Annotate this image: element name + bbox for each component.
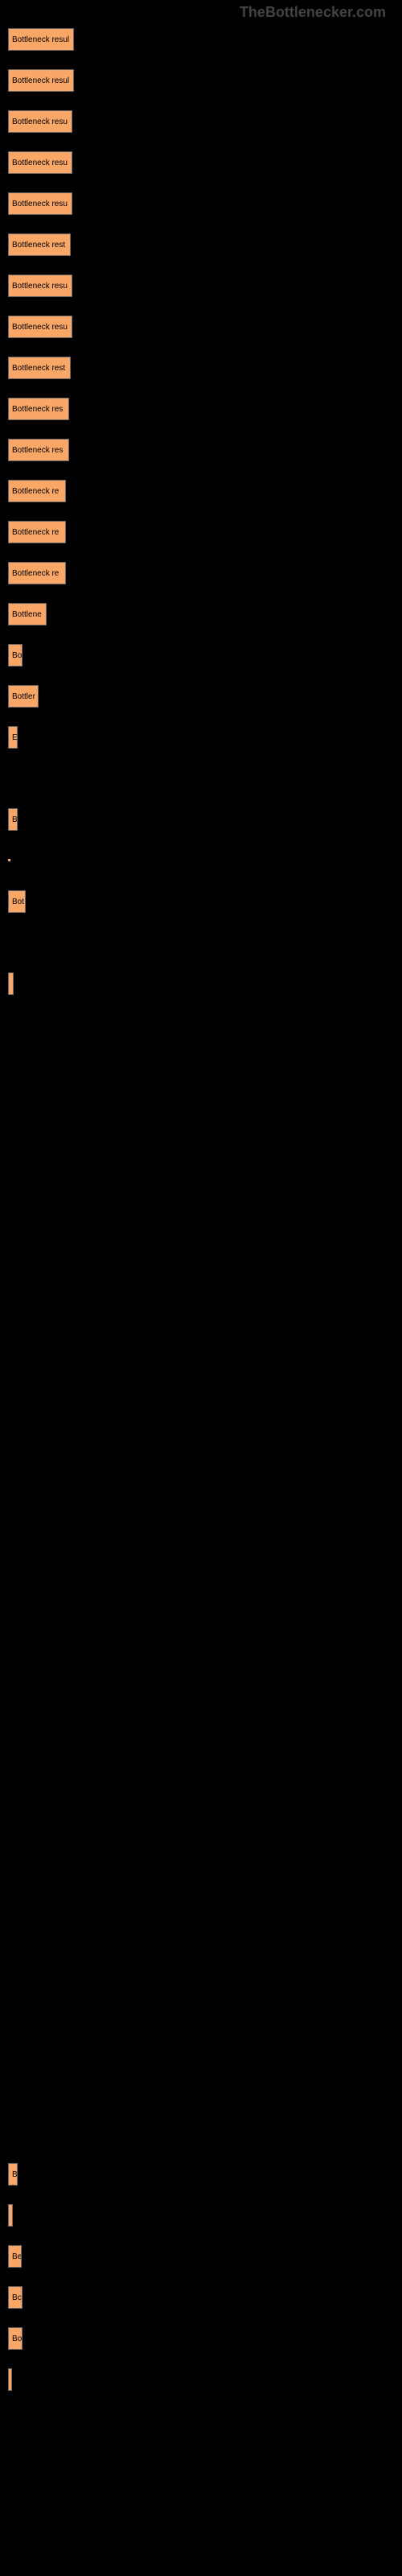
chart-bar: Bottleneck resul	[8, 28, 74, 51]
chart-bar	[8, 2368, 12, 2391]
bar-row	[8, 1342, 402, 1365]
chart-bar: Bottlene	[8, 603, 47, 625]
bar-row: Bottlene	[8, 603, 402, 626]
chart-bar: E	[8, 726, 18, 749]
chart-bar	[8, 2204, 13, 2227]
bar-row	[8, 2122, 402, 2145]
chart-bar: Be	[8, 2245, 22, 2268]
bar-row: Bottleneck resul	[8, 69, 402, 93]
bar-row: E	[8, 726, 402, 749]
chart-bar: Bottleneck resu	[8, 151, 72, 174]
bar-row: Bottleneck res	[8, 398, 402, 421]
bar-row: Bot	[8, 890, 402, 914]
chart-bar: Bottleneck resu	[8, 192, 72, 215]
chart-container: Bottleneck resul Bottleneck resul Bottlene…	[0, 0, 402, 2392]
bar-row	[8, 1999, 402, 2022]
bar-row	[8, 2204, 402, 2227]
bar-row: Bottleneck resu	[8, 151, 402, 175]
bar-row	[8, 1260, 402, 1283]
bar-row	[8, 1178, 402, 1201]
bar-row: Bo	[8, 644, 402, 667]
chart-bar: B	[8, 808, 18, 831]
bar-row	[8, 2081, 402, 2104]
bar-row	[8, 972, 402, 996]
bar-row	[8, 1547, 402, 1571]
bar-row	[8, 2368, 402, 2392]
bar-row	[8, 1629, 402, 1653]
bar-row	[8, 1917, 402, 1940]
bar-row: Be	[8, 2245, 402, 2268]
chart-bar: Bottleneck rest	[8, 233, 71, 256]
bar-row	[8, 1876, 402, 1899]
bar-row	[8, 767, 402, 791]
bar-row: Bo	[8, 2327, 402, 2351]
bar-row	[8, 849, 402, 873]
bar-row: B	[8, 2163, 402, 2186]
bar-row	[8, 1711, 402, 1735]
bar-row	[8, 1752, 402, 1776]
chart-bar: Bo	[8, 2327, 23, 2350]
chart-bar: Bottleneck re	[8, 480, 66, 502]
chart-dot	[8, 859, 10, 861]
bar-row	[8, 1670, 402, 1694]
bar-row: Bottler	[8, 685, 402, 708]
bar-row	[8, 1794, 402, 1817]
bar-row	[8, 1096, 402, 1119]
chart-bar: Bottleneck resu	[8, 316, 72, 338]
bar-row	[8, 1301, 402, 1324]
bar-row	[8, 931, 402, 955]
chart-bar: Bot	[8, 890, 26, 913]
bar-row	[8, 2040, 402, 2063]
bar-row: Bottleneck rest	[8, 233, 402, 257]
bar-row: B	[8, 808, 402, 832]
chart-bar: Bottleneck rest	[8, 357, 71, 379]
bar-row: Bottleneck re	[8, 521, 402, 544]
chart-bar: Bottler	[8, 685, 39, 708]
bar-row: Bc	[8, 2286, 402, 2310]
bar-row	[8, 1137, 402, 1160]
bar-row: Bottleneck resul	[8, 28, 402, 52]
chart-bar	[8, 972, 14, 995]
chart-bar: Bc	[8, 2286, 23, 2309]
bar-row	[8, 1013, 402, 1037]
bar-row: Bottleneck resu	[8, 110, 402, 134]
chart-bar: Bottleneck resu	[8, 110, 72, 133]
bar-row: Bottleneck rest	[8, 357, 402, 380]
chart-bar: Bottleneck re	[8, 521, 66, 543]
bar-row: Bottleneck resu	[8, 316, 402, 339]
bar-row: Bottleneck re	[8, 480, 402, 503]
chart-bar: Bottleneck resu	[8, 275, 72, 297]
bar-row	[8, 1588, 402, 1612]
bar-row	[8, 1424, 402, 1447]
bar-row: Bottleneck resu	[8, 275, 402, 298]
bar-row	[8, 1465, 402, 1488]
chart-bar: Bottleneck res	[8, 439, 69, 461]
bar-row: Bottleneck res	[8, 439, 402, 462]
bar-row	[8, 1506, 402, 1530]
bar-row	[8, 1383, 402, 1406]
chart-bar: Bottleneck resul	[8, 69, 74, 92]
chart-bar: B	[8, 2163, 18, 2186]
chart-bar: Bottleneck re	[8, 562, 66, 584]
bar-row	[8, 1219, 402, 1242]
chart-bar: Bottleneck res	[8, 398, 69, 420]
bar-row	[8, 1958, 402, 1981]
bar-row	[8, 1055, 402, 1078]
bar-row: Bottleneck resu	[8, 192, 402, 216]
chart-bar: Bo	[8, 644, 23, 667]
bar-row	[8, 1835, 402, 1858]
bar-row: Bottleneck re	[8, 562, 402, 585]
